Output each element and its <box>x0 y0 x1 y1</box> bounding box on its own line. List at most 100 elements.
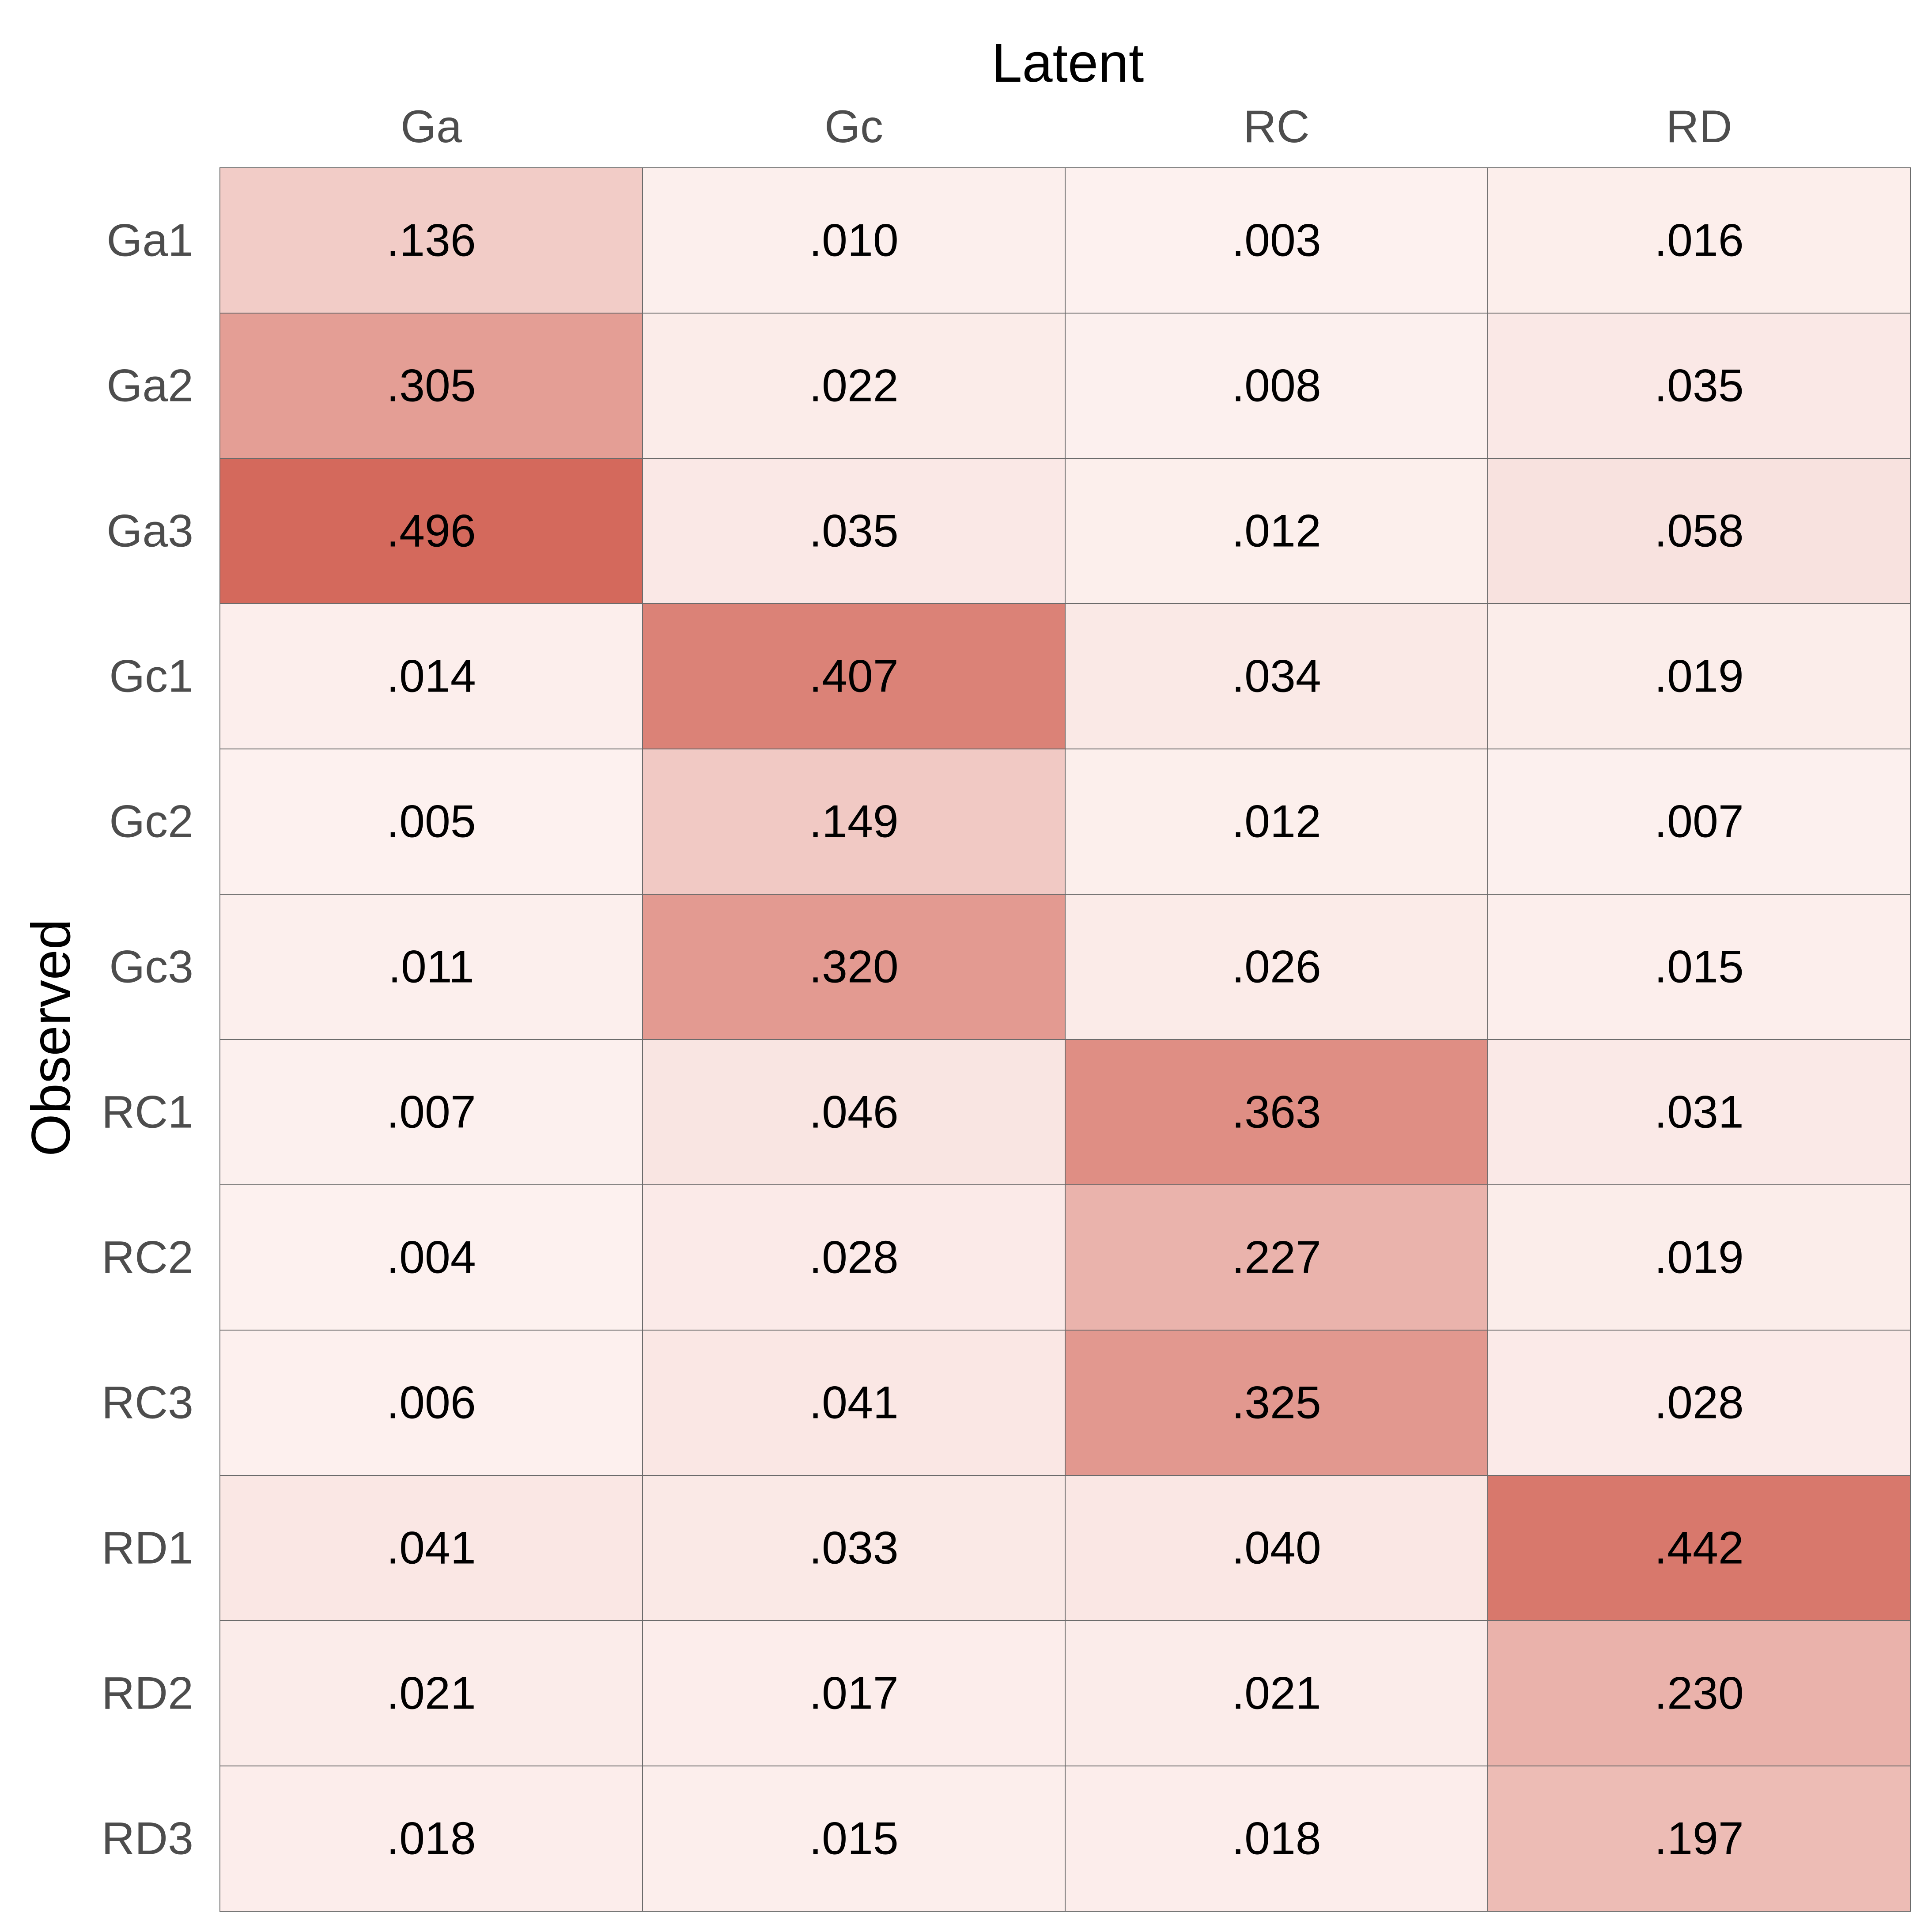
cell-label-ga1-rc: .003 <box>1232 215 1321 266</box>
cell-ga2-rd <box>1487 313 1911 459</box>
cell-label-gc2-gc: .149 <box>809 796 898 847</box>
row-label-rc3: RC3 <box>102 1377 193 1429</box>
row-label-rc2: RC2 <box>102 1232 193 1283</box>
y-axis-title: Observed <box>21 919 82 1157</box>
cell-rc1-rc <box>1065 1039 1488 1185</box>
cell-label-rd2-rc: .021 <box>1232 1668 1321 1719</box>
cell-ga3-gc <box>642 458 1066 604</box>
cell-rd3-rc <box>1065 1766 1488 1912</box>
cell-rd2-gc <box>642 1620 1066 1766</box>
cell-rc3-rd <box>1487 1330 1911 1476</box>
cell-label-gc3-gc: .320 <box>809 941 898 993</box>
cell-gc1-rc <box>1065 603 1488 749</box>
row-label-gc3: Gc3 <box>109 941 193 993</box>
row-label-rc1: RC1 <box>102 1087 193 1138</box>
cell-gc2-rc <box>1065 749 1488 895</box>
cell-label-ga3-rd: .058 <box>1654 506 1743 557</box>
cell-gc1-ga <box>219 603 643 749</box>
row-labels: Ga1 Ga2 Ga3 Gc1 Gc2 Gc3 RC1 RC2 RC3 RD1 RD2 RD3 <box>102 215 193 1864</box>
cell-label-rc1-ga: .007 <box>386 1087 476 1138</box>
cell-label-gc3-rc: .026 <box>1232 941 1321 993</box>
cell-rd1-gc <box>642 1475 1066 1621</box>
cell-rd2-rd <box>1487 1620 1911 1766</box>
cell-rd1-rd <box>1487 1475 1911 1621</box>
row-label-rd1: RD1 <box>102 1523 193 1574</box>
heatmap-cells <box>219 167 1911 1912</box>
cell-ga2-ga <box>219 313 643 459</box>
x-axis-title: Latent <box>992 33 1144 94</box>
cell-rc1-ga <box>219 1039 643 1185</box>
cell-gc2-gc <box>642 749 1066 895</box>
row-label-ga2: Ga2 <box>106 360 193 412</box>
cell-label-gc2-rd: .007 <box>1654 796 1743 847</box>
cell-label-gc2-ga: .005 <box>386 796 476 847</box>
cell-rc2-gc <box>642 1184 1066 1331</box>
cell-label-rd1-gc: .033 <box>809 1523 898 1574</box>
cell-gc2-rd <box>1487 749 1911 895</box>
cell-label-rc2-gc: .028 <box>809 1232 898 1283</box>
cell-label-rc3-gc: .041 <box>809 1377 898 1429</box>
cell-label-ga1-ga: .136 <box>386 215 476 266</box>
cell-label-gc1-ga: .014 <box>386 651 476 702</box>
cell-ga1-rc <box>1065 167 1488 314</box>
cell-rd3-gc <box>642 1766 1066 1912</box>
cell-label-rd3-ga: .018 <box>386 1813 476 1864</box>
column-label-gc: Gc <box>824 101 883 152</box>
cell-label-gc1-rc: .034 <box>1232 651 1321 702</box>
cell-gc3-gc <box>642 894 1066 1040</box>
cell-label-gc1-rd: .019 <box>1654 651 1743 702</box>
cell-label-ga2-gc: .022 <box>809 360 898 412</box>
cell-rd3-ga <box>219 1766 643 1912</box>
cell-ga1-rd <box>1487 167 1911 314</box>
cell-label-rc3-ga: .006 <box>386 1377 476 1429</box>
cell-label-ga3-gc: .035 <box>809 506 898 557</box>
cell-ga3-rd <box>1487 458 1911 604</box>
column-label-rc: RC <box>1243 101 1309 152</box>
cell-label-rd3-rd: .197 <box>1654 1813 1743 1864</box>
cell-ga2-rc <box>1065 313 1488 459</box>
column-labels: Ga Gc RC RD <box>401 101 1732 152</box>
cell-label-rc2-rd: .019 <box>1654 1232 1743 1283</box>
cell-label-rc3-rd: .028 <box>1654 1377 1743 1429</box>
cell-rd3-rd <box>1487 1766 1911 1912</box>
cell-gc3-ga <box>219 894 643 1040</box>
cell-rc2-rc <box>1065 1184 1488 1331</box>
cell-rc1-rd <box>1487 1039 1911 1185</box>
row-label-rd2: RD2 <box>102 1668 193 1719</box>
cell-label-rd3-gc: .015 <box>809 1813 898 1864</box>
cell-label-rd1-ga: .041 <box>386 1523 476 1574</box>
cell-gc2-ga <box>219 749 643 895</box>
cell-label-gc3-rd: .015 <box>1654 941 1743 993</box>
cell-label-rc1-rd: .031 <box>1654 1087 1743 1138</box>
cell-label-ga2-rc: .008 <box>1232 360 1321 412</box>
cell-label-rc1-rc: .363 <box>1232 1087 1321 1138</box>
cell-label-rd1-rc: .040 <box>1232 1523 1321 1574</box>
cell-label-gc3-ga: .011 <box>388 941 474 993</box>
cell-rc3-rc <box>1065 1330 1488 1476</box>
row-label-ga3: Ga3 <box>106 506 193 557</box>
column-label-rd: RD <box>1666 101 1732 152</box>
cell-label-ga2-ga: .305 <box>386 360 476 412</box>
cell-ga1-ga <box>219 167 643 314</box>
cell-label-gc2-rc: .012 <box>1232 796 1321 847</box>
cell-rd2-rc <box>1065 1620 1488 1766</box>
cell-label-ga2-rd: .035 <box>1654 360 1743 412</box>
cell-label-rd3-rc: .018 <box>1232 1813 1321 1864</box>
row-label-gc1: Gc1 <box>109 651 193 702</box>
cell-gc3-rc <box>1065 894 1488 1040</box>
cell-label-ga1-rd: .016 <box>1654 215 1743 266</box>
cell-rd1-ga <box>219 1475 643 1621</box>
cell-label-rd1-rd: .442 <box>1654 1523 1743 1574</box>
cell-label-rd2-rd: .230 <box>1654 1668 1743 1719</box>
cell-ga1-gc <box>642 167 1066 314</box>
cell-label-rd2-ga: .021 <box>386 1668 476 1719</box>
cell-label-ga1-gc: .010 <box>809 215 898 266</box>
row-label-rd3: RD3 <box>102 1813 193 1864</box>
cell-gc3-rd <box>1487 894 1911 1040</box>
row-label-ga1: Ga1 <box>106 215 193 266</box>
cell-label-rc3-rc: .325 <box>1232 1377 1321 1429</box>
cell-label-rd2-gc: .017 <box>809 1668 898 1719</box>
cell-label-ga3-ga: .496 <box>386 506 476 557</box>
cell-labels: .136 .010 .003 .016 .305 .022 .008 .035 .496 .035… <box>386 215 1743 1864</box>
cell-gc1-rd <box>1487 603 1911 749</box>
